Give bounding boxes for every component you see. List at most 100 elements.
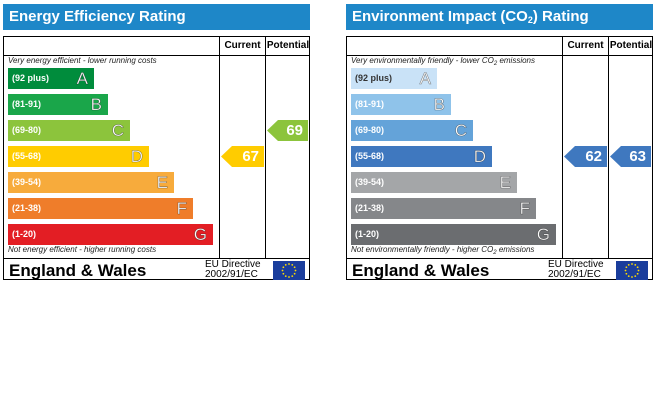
column-divider (219, 37, 220, 258)
top-note-text: Very energy efficient - lower running co… (8, 56, 157, 65)
eu-flag-star (282, 272, 285, 275)
rating-band-a: (92 plus) A (351, 68, 437, 89)
eu-flag-star (288, 263, 290, 265)
band-range-label: (81-91) (12, 99, 42, 109)
eu-flag-field (273, 261, 305, 280)
top-note-text: Very environmentally friendly - lower CO (351, 56, 494, 65)
chart-title-end: ) Rating (532, 8, 589, 25)
potential-rating-value: 69 (286, 122, 303, 139)
potential-arrow-shape (610, 146, 651, 167)
band-range-label: (81-91) (355, 99, 385, 109)
potential-arrow-polygon (267, 120, 308, 141)
eu-flag-star (634, 263, 637, 266)
current-arrow-polygon (564, 146, 607, 167)
eu-flag-star (637, 269, 640, 272)
eu-flag-star (293, 272, 296, 275)
eu-flag-star (624, 269, 627, 272)
band-letter: D (130, 147, 143, 167)
potential-rating-arrow: 63 (610, 146, 651, 167)
band-letter: A (419, 69, 431, 89)
rating-band-c: (69-80) C (8, 120, 130, 141)
energy-efficiency-chart: Energy Efficiency Rating Current Potential… (3, 4, 310, 280)
eu-directive: EU Directive 2002/91/EC (548, 260, 604, 280)
rating-band-d: (55-68) D (8, 146, 149, 167)
potential-rating-arrow: 69 (267, 120, 308, 141)
band-range-label: (69-80) (12, 125, 42, 135)
eu-directive-line-2: 2002/91/EC (205, 269, 258, 280)
eu-flag-star (288, 276, 290, 278)
band-range-label: (1-20) (12, 229, 37, 239)
eu-flag-star (291, 263, 294, 266)
top-note-subscript: 2 (493, 61, 498, 67)
current-arrow-shape (564, 146, 607, 167)
eu-flag-star (284, 275, 287, 278)
footer-country: England & Wales (352, 261, 490, 280)
eu-flag-icon (616, 261, 648, 280)
band-range-label: (92 plus) (355, 73, 393, 83)
bottom-note-text: Not environmentally friendly - higher CO (351, 245, 494, 254)
top-note: Very energy efficient - lower running co… (8, 56, 157, 65)
eu-flag-star (625, 266, 628, 269)
rating-band-g: (1-20) G (351, 224, 556, 245)
footer-country: England & Wales (9, 261, 147, 280)
rating-band-e: (39-54) E (351, 172, 517, 193)
rating-band-b: (81-91) B (8, 94, 108, 115)
band-range-label: (55-68) (12, 151, 42, 161)
row-divider (347, 258, 652, 259)
band-letter: E (156, 173, 168, 193)
eu-flag-star (294, 269, 297, 272)
band-letter: C (454, 121, 467, 141)
eu-flag-star (631, 276, 633, 278)
eu-directive-line-2: 2002/91/EC (548, 269, 601, 280)
row-divider (4, 55, 309, 56)
eu-flag-star (631, 263, 633, 265)
band-range-label: (92 plus) (12, 73, 50, 83)
band-letter: D (473, 147, 486, 167)
bottom-note-subscript: 2 (493, 250, 497, 256)
rating-band-d: (55-68) D (351, 146, 492, 167)
row-divider (347, 55, 652, 56)
band-letter: F (176, 199, 187, 219)
band-range-label: (21-38) (12, 203, 42, 213)
rating-band-b: (81-91) B (351, 94, 451, 115)
band-range-label: (39-54) (355, 177, 385, 187)
eu-flag-star (627, 275, 630, 278)
column-divider (265, 37, 266, 258)
rating-band-f: (21-38) F (351, 198, 536, 219)
current-column-header: Current (567, 40, 604, 51)
eu-directive-line-1: EU Directive (548, 259, 604, 270)
current-rating-value: 67 (242, 148, 259, 165)
band-range-label: (1-20) (355, 229, 380, 239)
current-rating-value: 62 (585, 148, 602, 165)
potential-column-header: Potential (266, 40, 310, 51)
chart-title-subscript: 2 (527, 15, 533, 25)
band-range-label: (39-54) (12, 177, 42, 187)
current-rating-arrow: 62 (564, 146, 607, 167)
chart-title: Energy Efficiency Rating (3, 4, 310, 30)
eu-directive-line-1: EU Directive (205, 259, 261, 270)
eu-flag-star (293, 266, 296, 269)
band-letter: E (499, 173, 511, 193)
rating-band-g: (1-20) G (8, 224, 213, 245)
bottom-note-end: emissions (496, 245, 535, 254)
band-range-label: (21-38) (355, 203, 385, 213)
bottom-note-text: Not energy efficient - higher running co… (8, 245, 157, 254)
eu-flag-star (284, 263, 287, 266)
environment-impact-chart: Environment Impact (CO2) Rating Current Po… (346, 4, 653, 280)
rating-band-e: (39-54) E (8, 172, 174, 193)
rating-table: Current Potential Very environmentally fri… (346, 36, 653, 280)
eu-flag-star (281, 269, 284, 272)
eu-directive: EU Directive 2002/91/EC (205, 260, 261, 280)
potential-rating-value: 63 (629, 148, 646, 165)
row-divider (4, 258, 309, 259)
potential-arrow-shape (267, 120, 308, 141)
eu-flag-star (627, 263, 630, 266)
eu-flag-star (636, 272, 639, 275)
band-letter: A (76, 69, 88, 89)
eu-flag-star (636, 266, 639, 269)
band-letter: C (111, 121, 124, 141)
chart-title-text: Energy Efficiency Rating (9, 8, 186, 25)
column-divider (562, 37, 563, 258)
current-arrow-polygon (221, 146, 264, 167)
band-letter: G (536, 225, 550, 245)
